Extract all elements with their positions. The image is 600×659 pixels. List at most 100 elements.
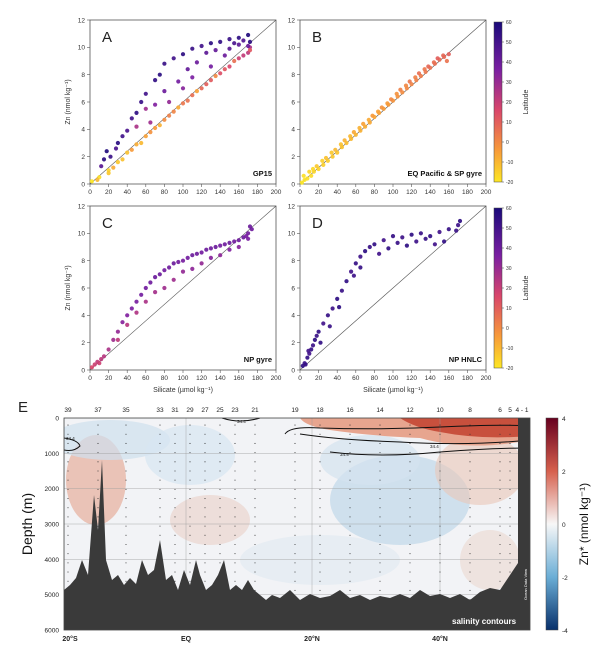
sample-dot	[219, 479, 221, 481]
data-point	[213, 48, 218, 53]
sample-dot	[234, 543, 236, 546]
data-point	[305, 355, 310, 360]
y-tick-label: 4	[291, 313, 295, 320]
sample-dot	[219, 498, 221, 500]
sample-dot	[439, 534, 441, 536]
data-point	[426, 64, 431, 69]
anomaly-region	[64, 420, 170, 460]
sample-dot	[319, 433, 321, 435]
data-point	[120, 134, 125, 139]
sample-dot	[349, 461, 351, 463]
data-point	[376, 109, 381, 114]
panel-letter: C	[102, 215, 113, 232]
sample-dot	[219, 534, 221, 536]
sample-dot	[97, 488, 99, 490]
data-point	[153, 78, 158, 83]
data-point	[222, 67, 227, 72]
colorbar-tick-label: -10	[506, 160, 513, 166]
x-tick-label: 120	[406, 375, 417, 382]
data-point	[176, 79, 181, 84]
sample-dot	[439, 433, 441, 435]
sample-dot	[97, 452, 99, 454]
data-point	[199, 86, 204, 91]
sample-dot	[499, 525, 501, 527]
sample-dot	[97, 424, 99, 426]
data-point	[249, 227, 254, 232]
data-point	[162, 268, 167, 273]
colorbar-tick-label: 40	[506, 60, 512, 66]
data-point	[321, 162, 326, 167]
y-tick-label: 12	[288, 203, 296, 210]
data-point	[208, 78, 213, 83]
sample-dot	[319, 470, 321, 472]
depth-tick-label: 6000	[45, 628, 60, 635]
sample-dot	[294, 516, 296, 518]
sample-dot	[254, 488, 256, 490]
x-tick-label: 160	[443, 375, 454, 382]
latitude-tick-label: EQ	[181, 636, 192, 643]
anomaly-region	[145, 425, 235, 485]
data-point	[323, 155, 329, 161]
sample-dot	[204, 470, 206, 472]
sample-dot	[349, 488, 351, 490]
sample-dot	[189, 442, 191, 444]
sample-dot	[159, 461, 161, 463]
data-point	[213, 73, 218, 79]
sample-dot	[204, 452, 206, 454]
x-tick-label: 60	[142, 375, 150, 382]
sample-dot	[254, 433, 256, 435]
sample-dot	[349, 442, 351, 444]
data-point	[171, 56, 176, 61]
colorbar-label: Latitude	[523, 89, 530, 114]
scatter-panel-D: 0 20 40 60 80 100 120 140 160 180 200024681012DNP …	[288, 203, 530, 394]
sample-dot	[219, 516, 221, 518]
contour-label: 34.4	[340, 452, 349, 457]
data-point	[357, 125, 362, 131]
sample-dot	[174, 442, 176, 444]
sample-dot	[67, 470, 69, 472]
station-label: 8	[468, 407, 472, 414]
sample-dot	[439, 571, 441, 573]
sample-dot	[234, 433, 236, 435]
y-tick-label: 2	[81, 154, 85, 161]
data-point	[148, 280, 153, 285]
x-tick-label: 180	[252, 375, 263, 382]
station-label: 10	[436, 407, 444, 414]
sample-dot	[409, 461, 411, 463]
sample-dot	[159, 452, 161, 454]
sample-dot	[469, 507, 471, 509]
sample-dot	[254, 534, 256, 536]
sample-dot	[254, 442, 256, 444]
data-point	[99, 164, 104, 169]
salinity-contour	[299, 433, 530, 445]
sample-dot	[204, 498, 206, 500]
sample-dot	[409, 571, 411, 573]
y-tick-label: 8	[291, 72, 295, 79]
station-label: 5	[508, 407, 512, 414]
latitude-tick-label: 20°N	[304, 635, 320, 643]
sample-dot	[254, 470, 256, 472]
data-point	[446, 52, 451, 57]
sample-dot	[159, 498, 161, 500]
station-label: 19	[291, 407, 299, 414]
data-point	[115, 329, 120, 334]
data-point	[180, 269, 186, 274]
sample-dot	[499, 543, 501, 546]
colorbar-tick-label: 40	[506, 246, 512, 252]
data-point	[190, 75, 195, 80]
sample-dot	[409, 442, 411, 444]
data-point	[236, 244, 241, 250]
colorbar-tick-label: 30	[506, 80, 512, 86]
sample-dot	[319, 589, 321, 591]
data-point	[204, 50, 209, 55]
sample-dot	[349, 424, 351, 426]
data-point	[312, 337, 317, 342]
station-label: 31	[171, 407, 179, 414]
sample-dot	[97, 442, 99, 444]
sample-dot	[97, 479, 99, 481]
data-point	[153, 290, 158, 295]
sample-dot	[499, 488, 501, 490]
data-point	[208, 255, 213, 260]
zn-colorbar-tick-label: -2	[562, 575, 568, 582]
data-point	[344, 279, 349, 284]
